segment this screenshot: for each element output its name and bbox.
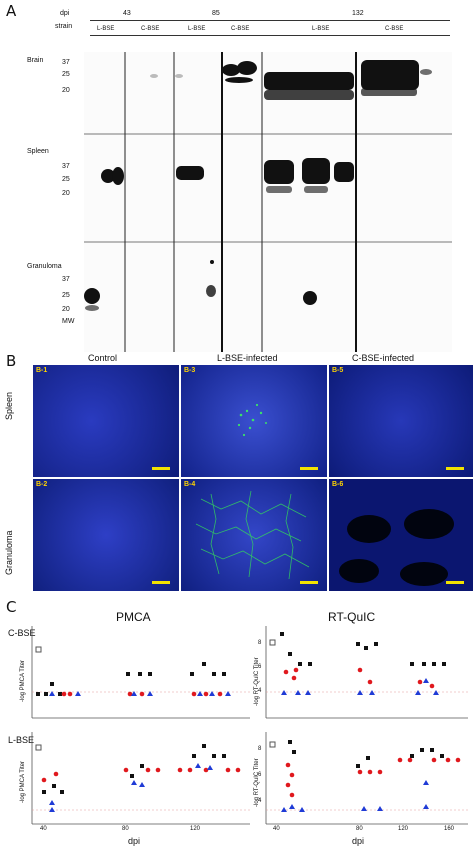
tile-label: B-5 [332,367,344,374]
tissue-spleen: Spleen [27,148,49,155]
row-granuloma: Granuloma [4,530,14,575]
micro-b4: B-4 [181,479,327,591]
pmca-l-bse-points [35,744,241,812]
row-spleen: Spleen [4,391,14,420]
dpi-group-85: 85 [212,10,220,17]
xtick-pmca-80: 80 [122,826,129,832]
col-l-bse: L-BSE-infected [217,353,278,363]
xlabel-rt: dpi [352,836,365,846]
scale-bar [152,581,170,584]
ytick-rt-top-8: 8 [258,640,262,646]
mw-brain-20: 20 [62,87,70,94]
western-blot [84,52,452,352]
strain-85-c: C-BSE [231,26,250,32]
tile-label: B-3 [184,367,196,374]
pmca-c-bse-points [35,646,231,697]
strain-85-l: L-BSE [188,26,206,32]
micro-b2: B-2 [33,479,179,591]
mw-gran-37: 37 [62,276,70,283]
col-c-bse: C-BSE-infected [352,353,415,363]
tissue-brain: Brain [27,57,44,64]
title-pmca: PMCA [116,610,151,624]
mw-brain-37: 37 [62,59,70,66]
panel-c-letter: C [6,598,17,616]
tile-label: B-4 [184,481,196,488]
col-control: Control [88,353,118,363]
green-stain [237,403,267,437]
header-rule [90,20,450,21]
xlabel-pmca: dpi [128,836,141,846]
titer-plots [31,626,468,825]
rtquic-l-bse-points [269,740,461,812]
scale-bar [152,467,170,470]
xtick-rt-160: 160 [444,826,455,832]
ylabel-pmca-top: -log PMCA Titer [20,659,26,702]
xtick-rt-120: 120 [398,826,409,832]
header-rule-2 [90,35,450,36]
scale-bar [446,581,464,584]
mw-gran-20: 20 [62,306,70,313]
strain-label: strain [55,23,73,30]
micro-b1: B-1 [33,365,179,477]
panel-a-letter: A [6,2,17,20]
micro-b3: B-3 [181,365,327,477]
ytick-rt-bot-4: 4 [258,798,262,804]
xtick-pmca-40: 40 [40,826,47,832]
xtick-rt-80: 80 [356,826,363,832]
scale-bar [446,467,464,470]
mw-label: MW [62,318,75,325]
ytick-rt-bot-8: 8 [258,746,262,752]
green-network-stain [195,490,310,580]
ytick-rt-top-6: 6 [258,664,262,670]
mw-gran-25: 25 [62,292,70,299]
mw-brain-25: 25 [62,71,70,78]
scale-bar [300,467,318,470]
ylabel-pmca-bottom: -log PMCA Titer [20,760,26,803]
micro-b6: B-6 [329,479,473,591]
title-rtquic: RT-QuIC [328,610,376,624]
rtquic-c-bse-points [269,632,446,695]
ytick-rt-bot-6: 6 [258,772,262,778]
tissue-granuloma: Granuloma [27,263,62,270]
ytick-rt-top-4: 4 [258,688,262,694]
dpi-group-43: 43 [123,10,131,17]
blot-image [84,52,452,352]
micro-b5: B-5 [329,365,473,477]
tile-label: B-6 [332,481,344,488]
mw-spleen-20: 20 [62,190,70,197]
mw-spleen-37: 37 [62,163,70,170]
row-l-bse: L-BSE [8,735,35,745]
dpi-group-132: 132 [352,10,364,17]
strain-132-c: C-BSE [385,26,404,32]
dpi-label: dpi [60,10,70,17]
plot-axes [31,626,468,825]
mw-spleen-25: 25 [62,176,70,183]
strain-43-c: C-BSE [141,26,160,32]
xtick-rt-40: 40 [273,826,280,832]
dark-regions [339,509,454,586]
tile-label: B-1 [36,367,48,374]
strain-43-l: L-BSE [97,26,115,32]
panel-b-letter: B [6,352,17,370]
tile-label: B-2 [36,481,48,488]
row-c-bse: C-BSE [8,628,36,638]
xtick-pmca-120: 120 [190,826,201,832]
strain-132-l: L-BSE [312,26,330,32]
scale-bar [300,581,318,584]
